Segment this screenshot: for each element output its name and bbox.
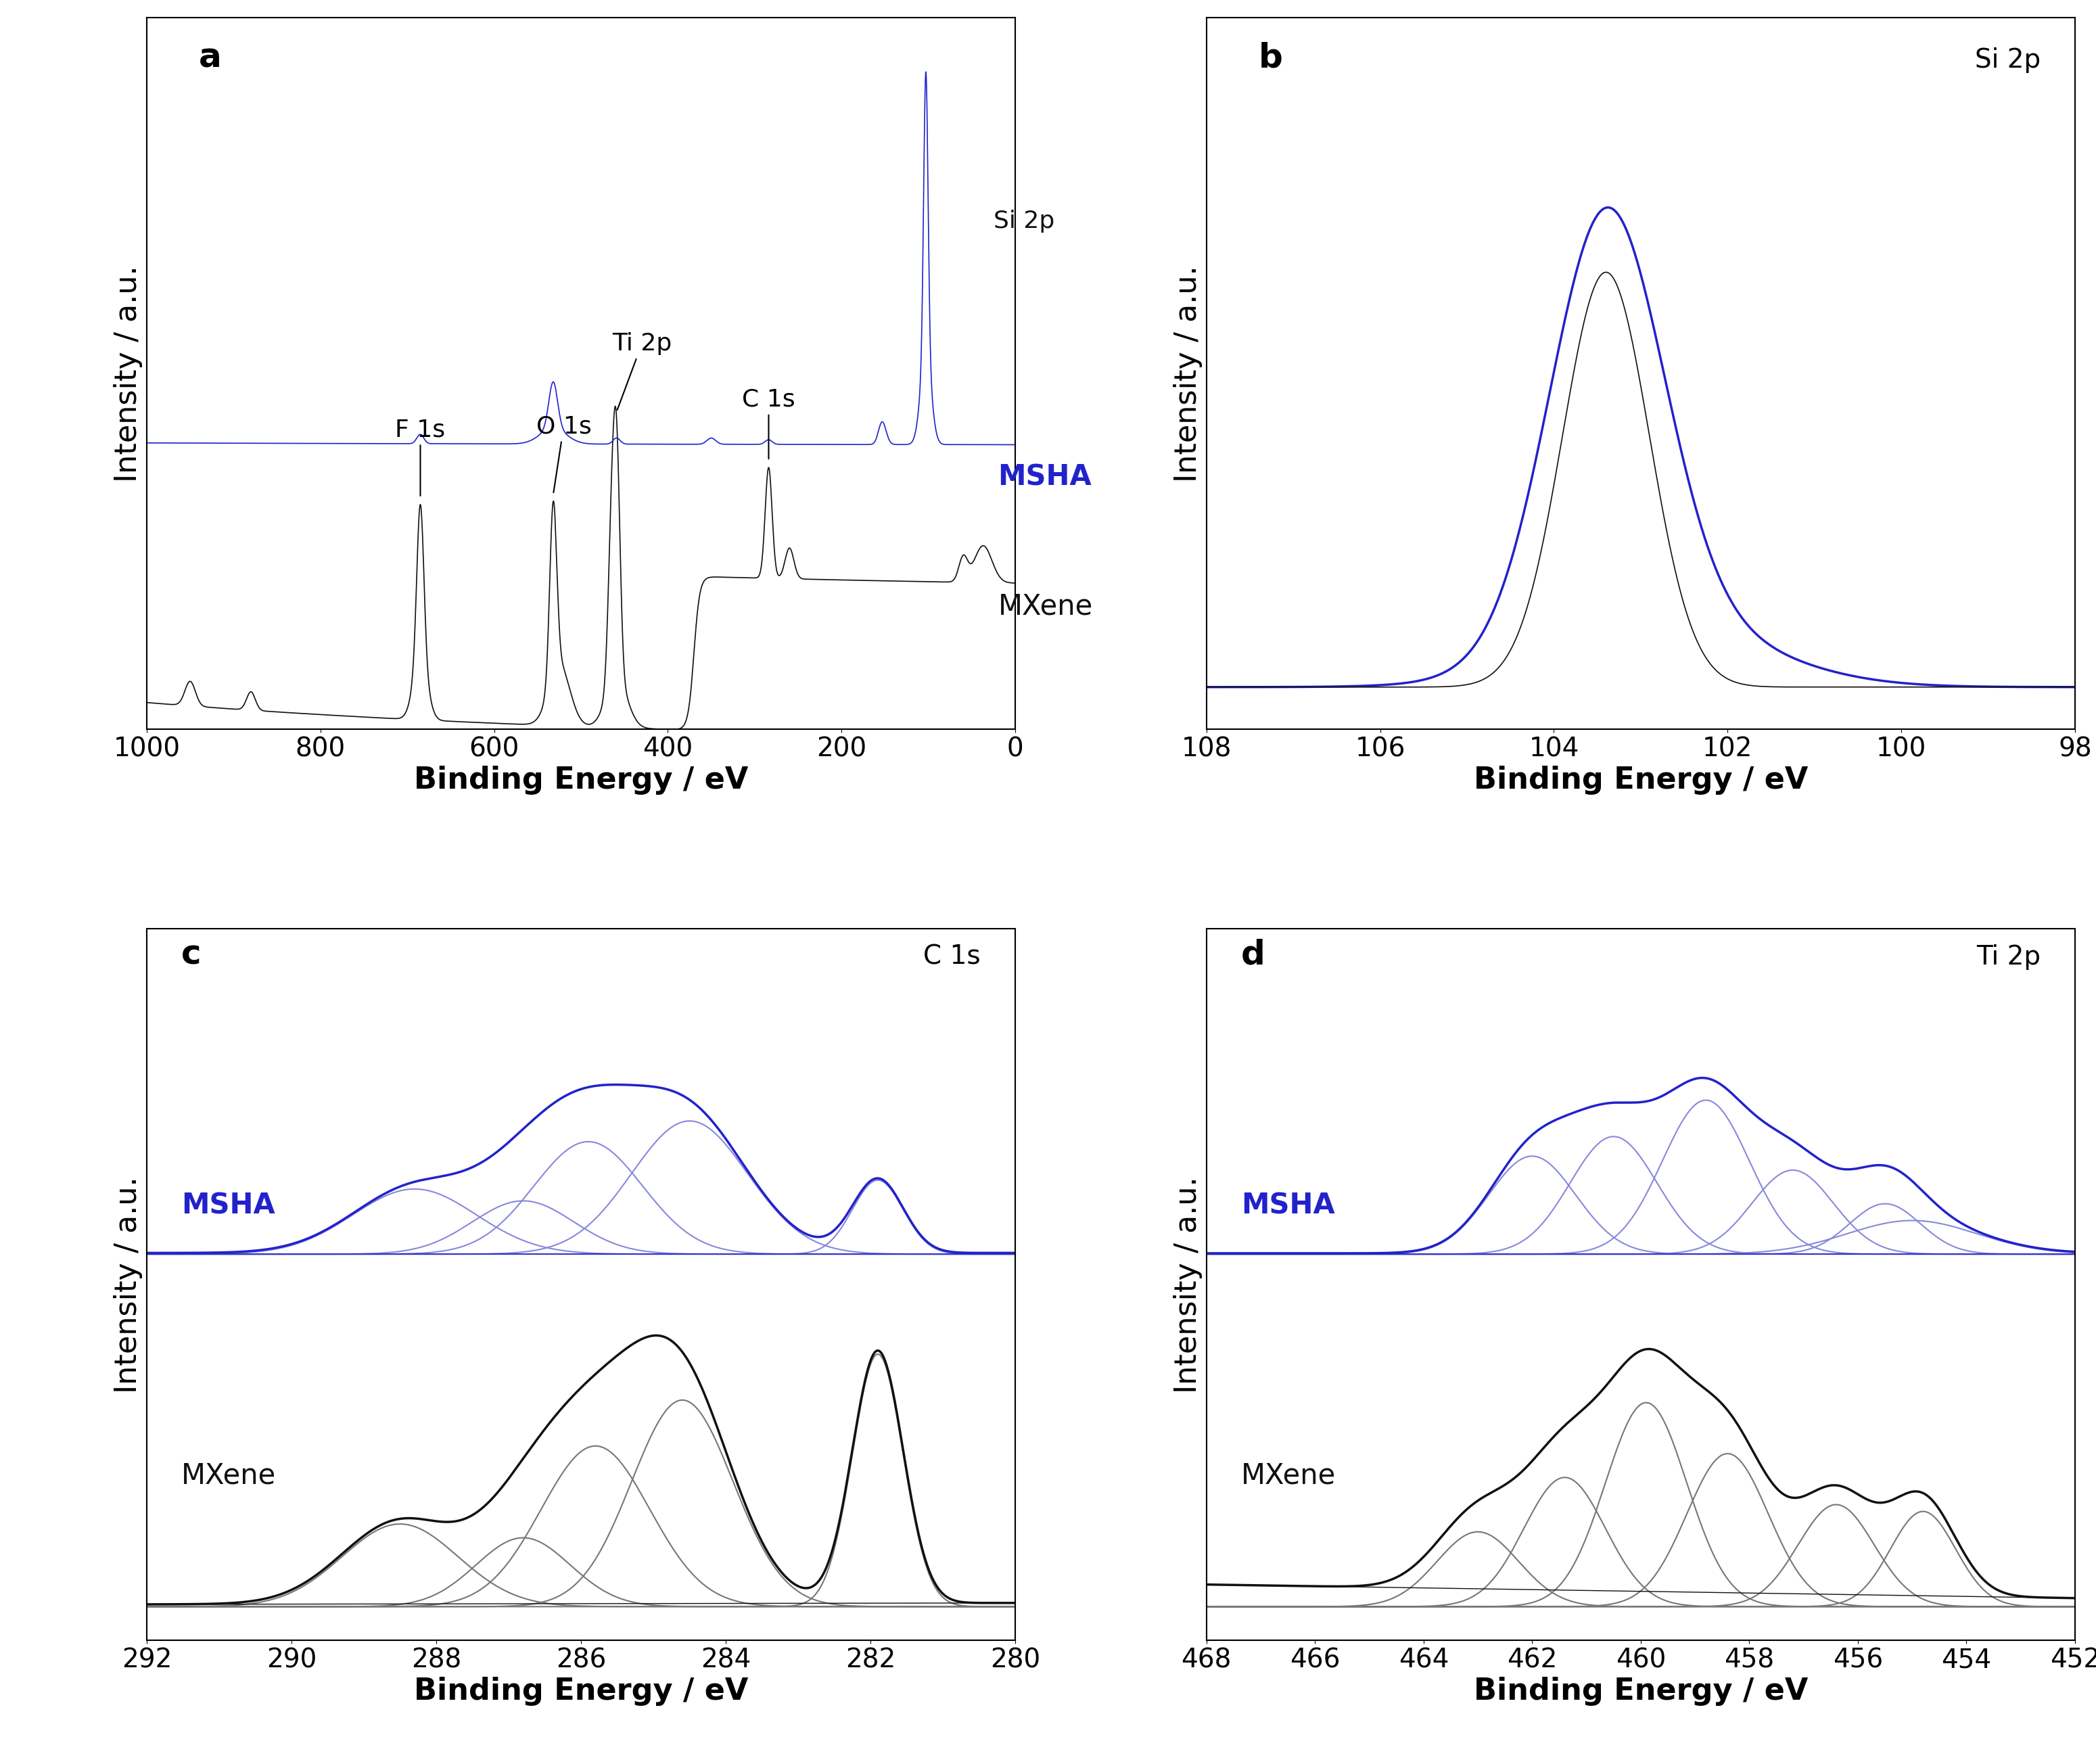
Text: Ti 2p: Ti 2p — [1977, 944, 2039, 970]
Text: C 1s: C 1s — [924, 944, 981, 970]
Text: d: d — [1241, 938, 1266, 972]
Text: Ti 2p: Ti 2p — [612, 332, 671, 409]
Text: Si 2p: Si 2p — [994, 210, 1054, 233]
Text: c: c — [182, 938, 201, 972]
Text: MSHA: MSHA — [182, 1191, 275, 1219]
X-axis label: Binding Energy / eV: Binding Energy / eV — [1473, 766, 1809, 794]
Text: MSHA: MSHA — [998, 462, 1092, 492]
X-axis label: Binding Energy / eV: Binding Energy / eV — [1473, 1676, 1809, 1706]
Text: C 1s: C 1s — [742, 388, 794, 459]
Text: Si 2p: Si 2p — [1974, 48, 2039, 72]
Text: MXene: MXene — [182, 1462, 277, 1491]
Text: MXene: MXene — [998, 593, 1092, 621]
Y-axis label: Intensity / a.u.: Intensity / a.u. — [113, 265, 143, 482]
Text: MXene: MXene — [1241, 1462, 1335, 1491]
Text: a: a — [199, 42, 222, 74]
Text: F 1s: F 1s — [396, 418, 446, 496]
Y-axis label: Intensity / a.u.: Intensity / a.u. — [113, 1177, 143, 1394]
Y-axis label: Intensity / a.u.: Intensity / a.u. — [1174, 265, 1203, 482]
Text: MSHA: MSHA — [1241, 1191, 1335, 1219]
Text: b: b — [1258, 42, 1283, 74]
Y-axis label: Intensity / a.u.: Intensity / a.u. — [1174, 1177, 1203, 1394]
Text: O 1s: O 1s — [537, 415, 591, 492]
X-axis label: Binding Energy / eV: Binding Energy / eV — [413, 766, 748, 794]
X-axis label: Binding Energy / eV: Binding Energy / eV — [413, 1676, 748, 1706]
